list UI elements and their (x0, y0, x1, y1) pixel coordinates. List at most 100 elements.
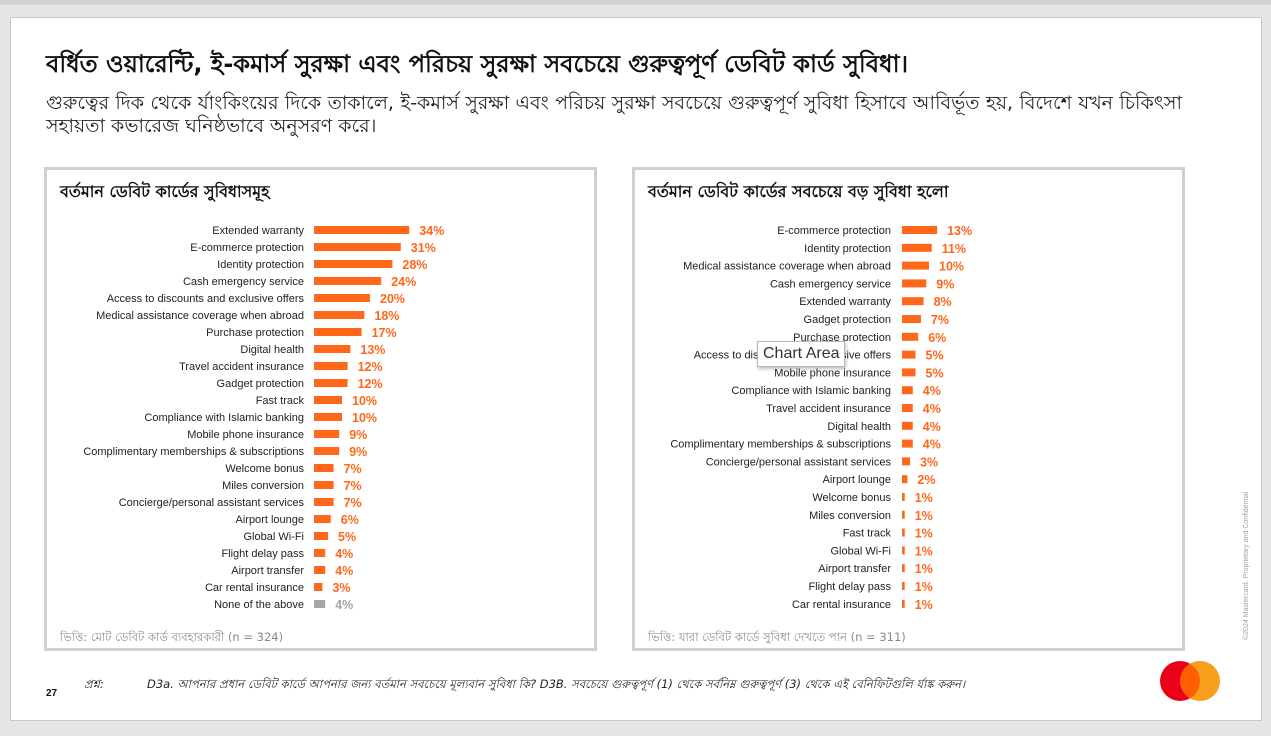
bar[interactable] (902, 297, 924, 306)
bar[interactable] (902, 582, 905, 590)
value-label: 9% (349, 428, 367, 442)
bar[interactable] (314, 549, 326, 557)
bar[interactable] (902, 457, 911, 466)
category-label: Medical assistance coverage when abroad (683, 261, 891, 273)
bar[interactable] (902, 439, 913, 448)
question-text: D3a. আপনার প্রধান ডেবিট কার্ডে আপনার জন্… (147, 677, 966, 691)
category-label: Identity protection (217, 259, 304, 271)
category-label: Cash emergency service (770, 278, 891, 290)
category-label: Car rental insurance (792, 599, 891, 611)
bar-chart-current-benefits[interactable]: Extended warranty 34% E-commerce protectio… (47, 170, 594, 648)
bar[interactable] (902, 404, 913, 412)
bar[interactable] (902, 226, 938, 234)
value-label: 2% (917, 473, 935, 487)
category-label: Airport transfer (231, 565, 304, 577)
bar[interactable] (314, 379, 348, 387)
category-label: Global Wi-Fi (243, 531, 304, 543)
value-label: 1% (915, 598, 933, 612)
category-label: Mobile phone insurance (774, 367, 891, 379)
value-label: 4% (923, 402, 941, 416)
bar[interactable] (314, 498, 334, 506)
category-label: Airport lounge (236, 514, 305, 526)
category-label: Purchase protection (793, 332, 891, 344)
category-label: E-commerce protection (777, 225, 891, 237)
category-label: Car rental insurance (205, 582, 304, 594)
category-label: Airport lounge (823, 474, 892, 486)
bar[interactable] (314, 396, 342, 404)
value-label: 8% (934, 295, 952, 309)
bar[interactable] (314, 532, 328, 540)
bar[interactable] (314, 583, 323, 591)
mastercard-logo-icon (1160, 661, 1220, 701)
bar[interactable] (314, 515, 331, 523)
bar[interactable] (902, 315, 921, 323)
value-label: 12% (358, 377, 383, 391)
bar[interactable] (902, 546, 905, 555)
bar[interactable] (314, 243, 401, 251)
value-label: 10% (352, 411, 377, 425)
category-label: Concierge/personal assistant services (706, 456, 892, 468)
slide-title: বর্ধিত ওয়ারেন্টি, ই-কমার্স সুরক্ষা এবং … (46, 50, 909, 78)
bar[interactable] (314, 362, 348, 370)
bar[interactable] (902, 350, 916, 359)
bar[interactable] (902, 599, 905, 608)
value-label: 5% (338, 530, 356, 544)
value-label: 4% (923, 420, 941, 434)
bar[interactable] (314, 345, 351, 353)
value-label: 4% (335, 547, 353, 561)
bar[interactable] (314, 566, 326, 574)
category-label: Fast track (843, 528, 892, 540)
bar[interactable] (314, 464, 334, 472)
value-label: 4% (923, 384, 941, 398)
category-label: Concierge/personal assistant services (119, 497, 305, 509)
value-label: 4% (923, 438, 941, 452)
value-label: 34% (419, 224, 444, 238)
bar[interactable] (902, 493, 905, 501)
bar[interactable] (314, 328, 362, 336)
bar[interactable] (902, 510, 905, 519)
value-label: 24% (391, 275, 416, 289)
bar[interactable] (902, 279, 927, 288)
bar[interactable] (314, 600, 326, 608)
category-label: Purchase protection (206, 327, 304, 339)
value-label: 1% (915, 509, 933, 523)
bar[interactable] (314, 260, 393, 268)
value-label: 1% (915, 562, 933, 576)
category-label: Global Wi-Fi (830, 545, 891, 557)
bar[interactable] (902, 564, 905, 573)
bar[interactable] (902, 261, 929, 270)
value-label: 7% (344, 496, 362, 510)
chart-panel-biggest-benefit[interactable]: বর্তমান ডেবিট কার্ডের সবচেয়ে বড় সুবিধা… (632, 167, 1185, 651)
bar[interactable] (314, 481, 334, 489)
bar[interactable] (902, 421, 913, 430)
chart-title: বর্তমান ডেবিট কার্ডের সবচেয়ে বড় সুবিধা… (648, 182, 949, 201)
page-number: 27 (46, 688, 58, 699)
value-label: 1% (915, 544, 933, 558)
chart-base-note: ভিত্তি: যারা ডেবিট কার্ডে সুবিধা দেখতে প… (648, 630, 906, 644)
bar[interactable] (902, 368, 916, 377)
bar-chart-biggest-benefit[interactable]: E-commerce protection 13% Identity protect… (635, 170, 1182, 648)
bar[interactable] (902, 528, 905, 537)
bar[interactable] (314, 413, 342, 421)
chart-panel-current-benefits[interactable]: বর্তমান ডেবিট কার্ডের সুবিধাসমূহ Extende… (44, 167, 597, 651)
bar[interactable] (902, 475, 908, 484)
question-label: প্রশ্ন: (84, 677, 104, 691)
bar[interactable] (902, 332, 919, 341)
category-label: Gadget protection (804, 314, 891, 326)
category-label: Medical assistance coverage when abroad (96, 310, 304, 322)
category-label: Miles conversion (222, 480, 304, 492)
bar[interactable] (902, 243, 932, 252)
bar[interactable] (314, 447, 340, 455)
bar[interactable] (902, 386, 913, 395)
bar[interactable] (314, 430, 340, 438)
category-label: Extended warranty (212, 225, 304, 237)
category-label: Extended warranty (799, 296, 891, 308)
value-label: 10% (939, 260, 964, 274)
bar[interactable] (314, 294, 370, 302)
category-label: Identity protection (804, 243, 891, 255)
bar[interactable] (314, 226, 410, 234)
value-label: 1% (915, 580, 933, 594)
value-label: 11% (942, 242, 966, 256)
bar[interactable] (314, 277, 382, 285)
bar[interactable] (314, 311, 365, 319)
